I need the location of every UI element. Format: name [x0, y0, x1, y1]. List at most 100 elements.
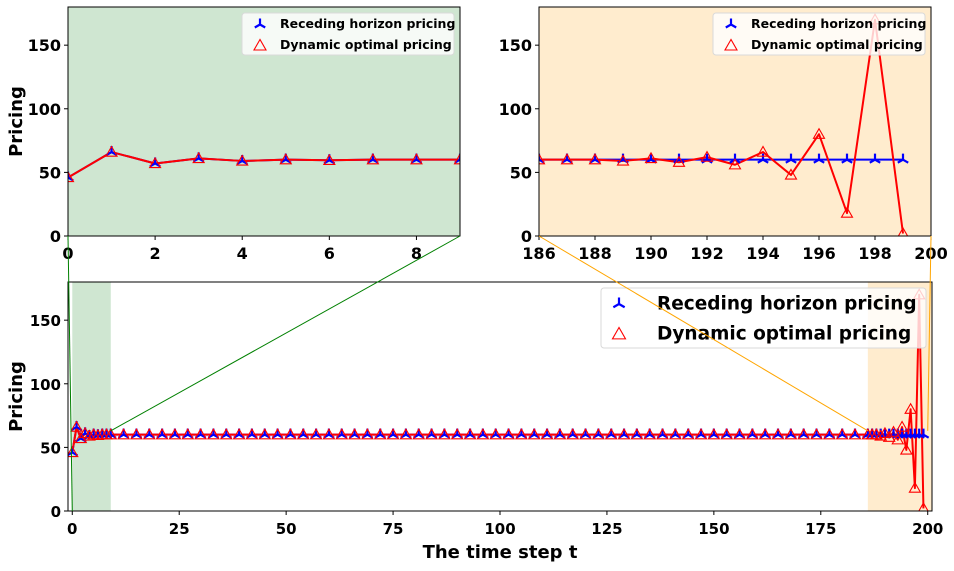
- data-point-optimal: [502, 428, 516, 440]
- data-point-optimal: [91, 428, 105, 440]
- data-point-optimal: [904, 402, 918, 414]
- data-point-optimal: [656, 428, 669, 440]
- x-tick-label: 8: [411, 244, 422, 263]
- data-point-optimal: [373, 428, 387, 440]
- data-point-optimal: [588, 153, 602, 165]
- data-point-optimal: [335, 428, 349, 440]
- data-point-optimal: [840, 206, 854, 218]
- data-point-optimal: [309, 428, 323, 440]
- data-point-optimal: [296, 428, 310, 440]
- y-tick-label: 50: [40, 439, 61, 457]
- data-point-optimal: [822, 428, 836, 440]
- data-point-optimal: [271, 428, 285, 440]
- data-point-optimal: [463, 428, 477, 440]
- data-point-optimal: [206, 428, 220, 440]
- data-point-optimal: [148, 156, 162, 169]
- data-point-optimal: [155, 428, 169, 440]
- data-point-optimal: [758, 428, 772, 440]
- zoom-connector-end-right: [927, 235, 932, 431]
- data-point-optimal: [707, 428, 721, 440]
- y-tick-label: 0: [521, 227, 532, 246]
- data-point-optimal: [784, 168, 798, 180]
- x-tick-label: 186: [522, 244, 555, 263]
- data-point-optimal: [279, 153, 293, 165]
- data-point-receding: [841, 153, 853, 164]
- data-point-optimal: [566, 428, 580, 440]
- series-line-optimal: [68, 151, 460, 179]
- data-point-optimal: [235, 154, 249, 166]
- data-point-optimal: [425, 428, 439, 440]
- y-tick-label: 0: [50, 227, 61, 246]
- y-tick-label: 150: [30, 312, 61, 330]
- data-point-receding: [917, 428, 930, 439]
- data-point-optimal: [835, 428, 849, 440]
- x-tick-label: 194: [746, 244, 779, 263]
- data-point-optimal: [87, 428, 101, 440]
- legend: Receding horizon pricing Dynamic optimal …: [600, 287, 927, 349]
- data-point-optimal: [895, 420, 909, 432]
- data-point-optimal: [181, 428, 195, 440]
- data-point-optimal: [142, 428, 156, 440]
- data-point-optimal: [644, 151, 658, 164]
- plot-area: [68, 288, 930, 511]
- legend-entry: Dynamic optimal pricing: [280, 37, 452, 52]
- data-point-optimal: [728, 158, 742, 170]
- data-point-optimal: [527, 428, 541, 440]
- y-tick-label: 150: [28, 36, 61, 55]
- data-point-optimal: [891, 433, 905, 445]
- data-point-optimal: [399, 428, 413, 440]
- data-point-optimal: [70, 420, 84, 432]
- data-point-optimal: [668, 428, 682, 440]
- y-axis-label: Pricing: [6, 86, 27, 157]
- highlight-region: [72, 282, 111, 511]
- data-point-optimal: [604, 428, 618, 440]
- x-tick-label: 200: [912, 520, 943, 538]
- data-point-optimal: [539, 153, 546, 165]
- series-line-optimal: [71, 293, 925, 509]
- data-point-optimal: [104, 428, 118, 440]
- data-point-optimal: [672, 155, 686, 167]
- plot-area: [539, 13, 909, 236]
- zoom-connector-start-left: [67, 235, 73, 512]
- data-point-optimal: [192, 151, 206, 164]
- data-point-receding: [785, 153, 797, 164]
- x-tick-label: 4: [237, 244, 248, 263]
- data-point-optimal: [409, 153, 423, 165]
- x-tick-label: 2: [150, 244, 161, 263]
- chart-inset_end: 186 188 190 192 194 196 198 200050100150Recedin…: [499, 6, 948, 263]
- x-tick-label: 50: [276, 520, 297, 538]
- legend-box: [600, 287, 927, 349]
- y-tick-label: 100: [499, 100, 532, 119]
- legend-entry: Receding horizon pricing: [657, 294, 917, 315]
- data-point-receding: [813, 153, 825, 164]
- x-tick-label: 190: [634, 244, 667, 263]
- x-tick-label: 125: [591, 520, 622, 538]
- x-tick-label: 100: [484, 520, 515, 538]
- data-point-optimal: [437, 428, 451, 440]
- data-point-optimal: [681, 428, 695, 440]
- legend-entry: Dynamic optimal pricing: [751, 37, 923, 52]
- data-point-optimal: [489, 428, 503, 440]
- data-point-optimal: [129, 428, 143, 440]
- data-point-optimal: [322, 428, 336, 440]
- data-point-optimal: [643, 428, 657, 440]
- data-point-optimal: [514, 428, 528, 440]
- data-point-optimal: [450, 428, 464, 440]
- data-point-optimal: [733, 428, 746, 440]
- data-point-optimal: [412, 428, 426, 440]
- data-point-optimal: [630, 428, 644, 440]
- data-point-optimal: [810, 428, 823, 440]
- legend-marker: [253, 38, 267, 51]
- y-tick-label: 100: [28, 100, 61, 119]
- x-tick-label: 192: [690, 244, 723, 263]
- y-tick-label: 0: [51, 503, 61, 521]
- legend-entry: Receding horizon pricing: [751, 16, 926, 31]
- data-point-optimal: [194, 428, 208, 440]
- data-point-optimal: [476, 428, 490, 440]
- data-point-optimal: [771, 428, 785, 440]
- data-point-optimal: [232, 428, 246, 440]
- data-point-optimal: [720, 428, 734, 440]
- data-point-optimal: [322, 153, 336, 165]
- data-point-optimal: [579, 428, 592, 440]
- data-point-optimal: [68, 170, 75, 183]
